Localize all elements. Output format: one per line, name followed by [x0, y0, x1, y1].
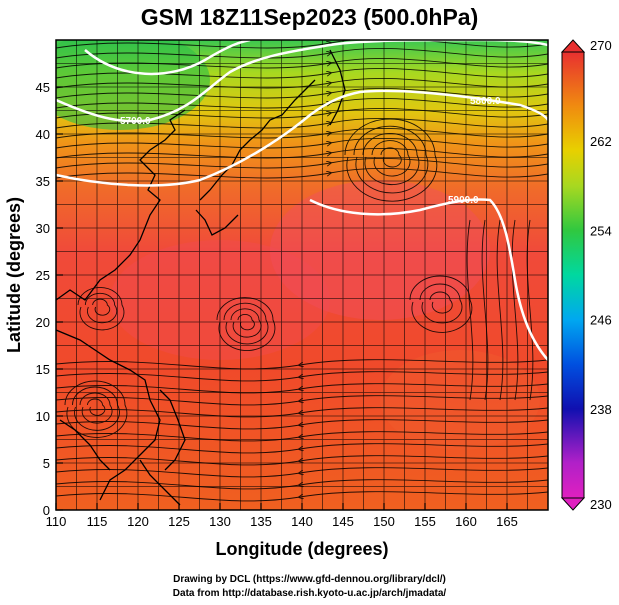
x-axis-ticks: 110 115 120 125 130 135 140 145 150 155 160 165: [46, 503, 518, 529]
colorbar-tick-label: 270: [590, 38, 612, 53]
y-tick-label: 15: [36, 362, 50, 377]
streamline: [56, 128, 548, 139]
x-tick-label: 130: [209, 514, 231, 529]
streamline: [56, 455, 548, 466]
colorbar-tick-label: 262: [590, 134, 612, 149]
streamline: [56, 168, 548, 179]
streamline: [526, 219, 534, 401]
credit-data: Data from http://database.rish.kyoto-u.a…: [172, 588, 447, 599]
streamline: [56, 395, 548, 406]
streamline: [380, 147, 402, 168]
streamline: [409, 275, 473, 333]
x-tick-label: 165: [496, 514, 518, 529]
streamline: [344, 118, 438, 202]
x-tick-label: 145: [332, 514, 354, 529]
x-axis-label: Longitude (degrees): [215, 539, 388, 559]
streamline: [56, 359, 548, 370]
streamline: [56, 138, 548, 149]
streamline: [56, 88, 548, 99]
x-tick-label: 125: [168, 514, 190, 529]
streamline: [362, 132, 420, 186]
streamline: [56, 479, 548, 490]
x-tick-label: 120: [127, 514, 149, 529]
x-tick-label: 135: [250, 514, 272, 529]
x-tick-label: 160: [455, 514, 477, 529]
y-tick-label: 40: [36, 127, 50, 142]
streamline: [56, 443, 548, 454]
streamlines: [56, 40, 548, 502]
y-axis-ticks: 0 5 10 15 20 25 30 35 40 45: [36, 80, 63, 518]
contour-label: 5900.0: [448, 195, 479, 206]
streamline: [56, 491, 548, 502]
y-tick-label: 20: [36, 315, 50, 330]
x-tick-label: 155: [414, 514, 436, 529]
y-tick-label: 25: [36, 268, 50, 283]
streamline: [216, 297, 276, 351]
x-tick-label: 110: [46, 514, 67, 529]
y-tick-label: 30: [36, 221, 50, 236]
streamline: [481, 219, 489, 401]
streamline: [56, 108, 548, 119]
colorbar-tick-label: 254: [590, 223, 612, 238]
x-tick-label: 150: [373, 514, 395, 529]
streamline: [92, 298, 111, 316]
colorbar-tick-label: 230: [590, 497, 612, 512]
streamline: [223, 302, 269, 345]
streamline: [56, 158, 548, 169]
streamline: [56, 371, 548, 382]
x-tick-label: 140: [291, 514, 313, 529]
map-plot-area: 5700.0 5800.0 5900.0: [56, 40, 548, 510]
streamline: [237, 313, 255, 331]
streamline: [56, 419, 548, 430]
y-axis-label: Latitude (degrees): [4, 197, 24, 353]
colorbar-tick-label: 238: [590, 402, 612, 417]
colorbar-tick-label: 246: [590, 313, 612, 328]
streamline: [87, 398, 106, 416]
x-tick-label: 115: [87, 514, 108, 529]
streamline: [56, 118, 548, 129]
colorbar: 230 238 246 254 262 270: [560, 38, 612, 512]
streamline: [56, 467, 548, 478]
streamline: [56, 48, 548, 59]
streamline: [56, 78, 548, 89]
streamline: [466, 219, 474, 401]
streamline: [64, 380, 128, 438]
streamline: [496, 219, 504, 401]
streamline: [230, 308, 262, 338]
y-tick-label: 10: [36, 409, 50, 424]
streamline: [56, 148, 548, 159]
streamline: [511, 219, 519, 401]
streamline: [419, 283, 463, 324]
y-tick-label: 45: [36, 80, 50, 95]
streamline: [371, 140, 411, 177]
y-tick-label: 35: [36, 174, 50, 189]
streamline: [353, 125, 429, 194]
streamline: [429, 291, 453, 314]
streamline: [56, 407, 548, 418]
streamline: [79, 392, 113, 424]
plot-title: GSM 18Z11Sep2023 (500.0hPa): [140, 4, 479, 30]
credit-drawing: Drawing by DCL (https://www.gfd-dennou.o…: [173, 574, 446, 585]
contour-label: 5700.0: [120, 116, 151, 127]
streamline: [56, 58, 548, 69]
y-tick-label: 5: [43, 456, 50, 471]
streamline: [56, 40, 548, 49]
y-tick-label: 0: [43, 503, 50, 518]
contour-label: 5800.0: [470, 96, 501, 107]
coastlines: [56, 49, 346, 506]
streamline: [84, 292, 118, 324]
streamline: [56, 431, 548, 442]
streamline: [77, 286, 125, 331]
